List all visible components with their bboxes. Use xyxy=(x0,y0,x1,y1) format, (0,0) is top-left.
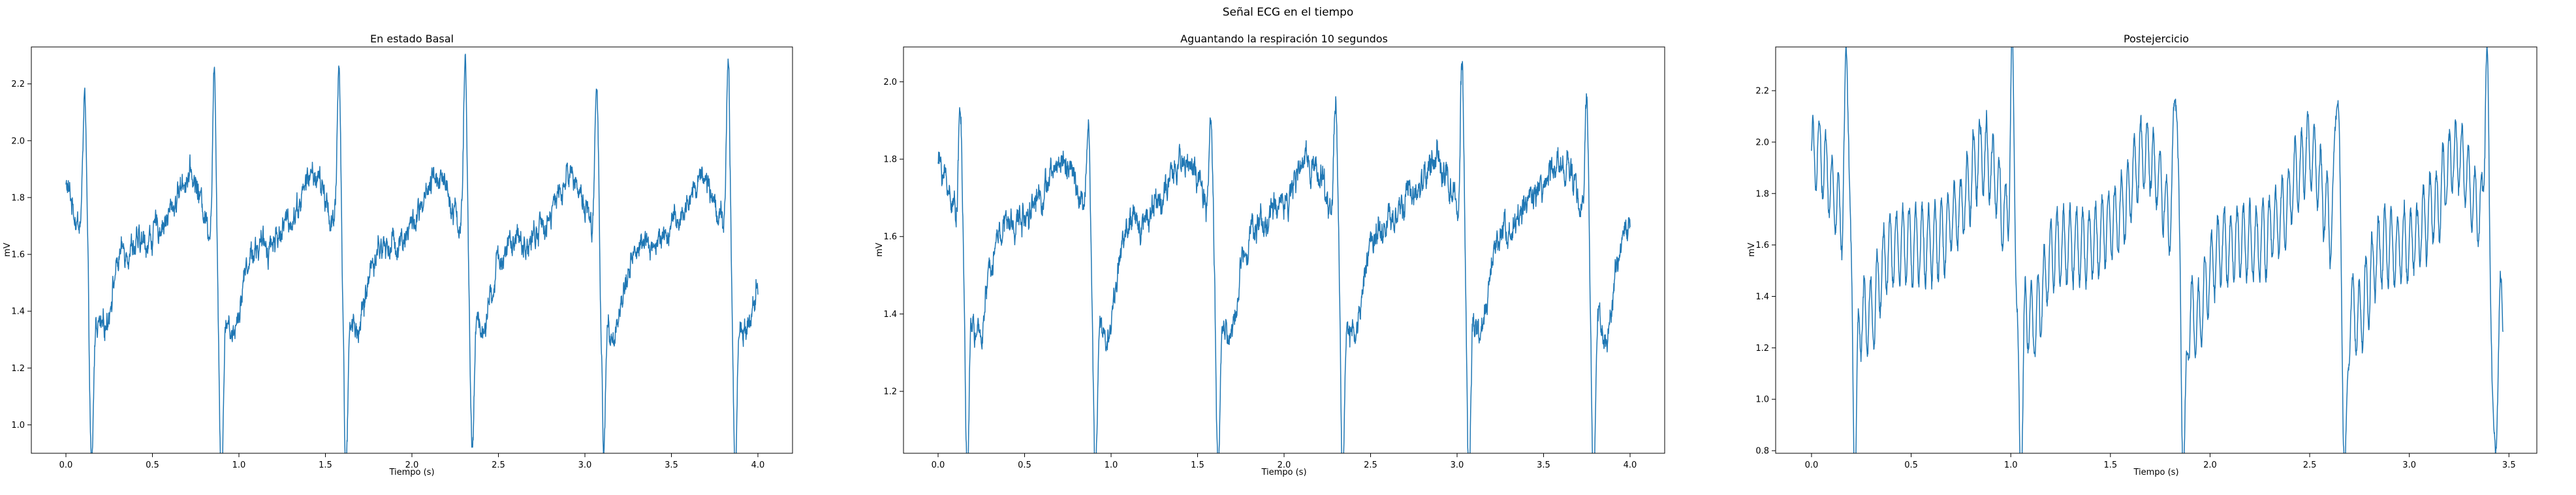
x-tick-label: 1.0 xyxy=(232,460,246,470)
x-tick-label: 0.5 xyxy=(1904,460,1918,470)
y-tick-label: 1.2 xyxy=(1755,344,1769,353)
ecg-trace xyxy=(1811,47,2504,453)
y-tick-label: 1.2 xyxy=(883,387,897,397)
x-tick-label: 2.0 xyxy=(2203,460,2217,470)
y-tick-label: 1.8 xyxy=(1755,189,1769,199)
chart-title: Postejercicio xyxy=(2124,33,2189,45)
x-tick-label: 1.5 xyxy=(1191,460,1204,470)
x-tick-label: 1.0 xyxy=(2004,460,2018,470)
chart-panel-post-exercise: Postejercicio 0.0 0.5 1.0 1.5 2.0 2.5 3.0 3.5 0… xyxy=(1747,33,2537,477)
x-tick-label: 1.5 xyxy=(2103,460,2117,470)
y-tick-label: 1.0 xyxy=(11,421,25,430)
plot-frame xyxy=(903,46,1665,454)
x-tick-label: 1.5 xyxy=(319,460,332,470)
plot-frame xyxy=(1775,46,2537,454)
chart-title: Aguantando la respiración 10 segundos xyxy=(1180,33,1388,45)
y-tick-label: 1.4 xyxy=(11,307,25,317)
x-tick-label: 3.5 xyxy=(2502,460,2516,470)
x-tick-label: 0.5 xyxy=(146,460,159,470)
y-axis-label: mV xyxy=(875,243,885,257)
y-tick-label: 1.8 xyxy=(11,193,25,203)
y-tick-label: 1.2 xyxy=(11,364,25,374)
x-tick-label: 0.5 xyxy=(1018,460,1031,470)
x-tick-label: 2.5 xyxy=(492,460,505,470)
x-tick-label: 1.0 xyxy=(1105,460,1118,470)
y-tick-label: 2.0 xyxy=(1755,138,1769,147)
x-tick-label: 0.0 xyxy=(1805,460,1819,470)
chart-panel-basal: En estado Basal 0.0 0.5 1.0 1.5 2.0 2.5 3.0 3.5… xyxy=(3,33,793,477)
x-tick-label: 3.0 xyxy=(2402,460,2416,470)
figure-title: Señal ECG en el tiempo xyxy=(1223,6,1354,19)
x-axis-label: Tiempo (s) xyxy=(2133,468,2178,477)
y-axis-label: mV xyxy=(3,243,12,257)
y-tick-label: 2.0 xyxy=(883,78,897,87)
y-tick-label: 1.6 xyxy=(883,232,897,242)
x-tick-label: 2.5 xyxy=(1364,460,1377,470)
x-axis-label: Tiempo (s) xyxy=(388,468,434,477)
x-tick-label: 0.0 xyxy=(59,460,73,470)
y-tick-label: 1.6 xyxy=(11,250,25,260)
chart-title: En estado Basal xyxy=(370,33,454,45)
y-tick-label: 1.8 xyxy=(883,155,897,165)
x-tick-label: 4.0 xyxy=(751,460,765,470)
y-tick-label: 1.4 xyxy=(1755,292,1769,302)
ecg-trace xyxy=(65,53,759,453)
y-tick-label: 2.2 xyxy=(11,80,25,89)
chart-panel-breath-hold: Aguantando la respiración 10 segundos 0.… xyxy=(875,33,1665,477)
x-tick-label: 3.0 xyxy=(1451,460,1464,470)
x-tick-label: 2.5 xyxy=(2303,460,2317,470)
x-tick-label: 0.0 xyxy=(932,460,945,470)
x-tick-label: 4.0 xyxy=(1624,460,1637,470)
x-tick-label: 2.0 xyxy=(1278,460,1291,470)
x-axis-label: Tiempo (s) xyxy=(1261,468,1306,477)
y-tick-label: 1.6 xyxy=(1755,241,1769,250)
y-tick-label: 2.2 xyxy=(1755,87,1769,97)
y-tick-label: 2.0 xyxy=(11,136,25,146)
x-tick-label: 2.0 xyxy=(405,460,419,470)
x-tick-label: 3.0 xyxy=(578,460,592,470)
x-tick-label: 3.5 xyxy=(1537,460,1550,470)
y-axis-label: mV xyxy=(1747,243,1757,257)
y-tick-label: 1.0 xyxy=(1755,395,1769,405)
y-tick-label: 1.4 xyxy=(883,310,897,320)
ecg-trace xyxy=(937,61,1631,453)
y-tick-label: 0.8 xyxy=(1755,447,1769,457)
x-tick-label: 3.5 xyxy=(665,460,678,470)
